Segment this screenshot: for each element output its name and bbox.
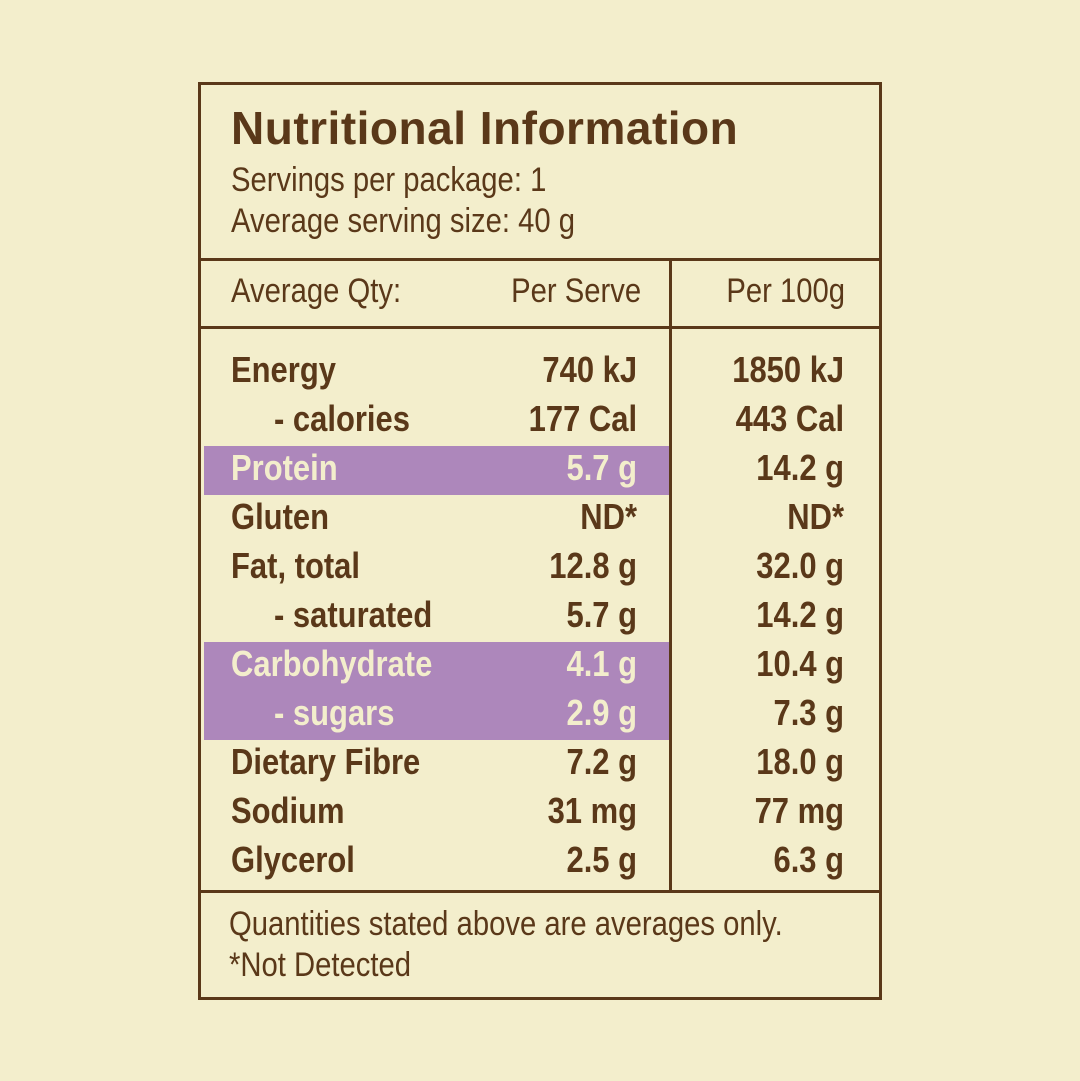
nutrient-label: Gluten	[231, 496, 330, 537]
highlight-band	[204, 691, 669, 740]
column-header-per-100g: Per 100g	[726, 272, 845, 310]
per-serve-value: 31 mg	[547, 790, 637, 831]
nutrient-label: - calories	[274, 398, 410, 439]
table-row: Carbohydrate 4.1 g 10.4 g	[201, 641, 879, 691]
per-serve-value: 7.2 g	[566, 741, 637, 782]
table-row: Energy 740 kJ 1850 kJ	[201, 347, 879, 396]
per-serve-value: 177 Cal	[528, 398, 637, 439]
highlight-band	[204, 446, 669, 495]
nutrient-label: Carbohydrate	[231, 643, 433, 684]
per-serve-value: ND*	[580, 496, 637, 537]
per-100g-value: 443 Cal	[735, 398, 844, 439]
nutrient-rows: Energy 740 kJ 1850 kJ - calories 177 Cal 443 …	[201, 347, 879, 886]
per-serve-value: 5.7 g	[566, 594, 637, 635]
nutrient-label: - saturated	[274, 594, 433, 635]
per-serve-value: 2.5 g	[566, 839, 637, 880]
nutrient-label: Protein	[231, 447, 338, 488]
highlight-band	[204, 642, 669, 691]
per-100g-value: 18.0 g	[756, 741, 844, 782]
column-header-label: Average Qty:	[231, 272, 402, 310]
per-serve-value: 2.9 g	[566, 692, 637, 733]
nutrient-label: Dietary Fibre	[231, 741, 421, 782]
per-100g-value: 10.4 g	[756, 643, 844, 684]
nutrient-label: - sugars	[274, 692, 395, 733]
per-serve-value: 740 kJ	[542, 349, 637, 390]
per-100g-value: 14.2 g	[756, 594, 844, 635]
nutrient-label: Fat, total	[231, 545, 360, 586]
nutrient-label: Glycerol	[231, 839, 355, 880]
column-divider	[669, 258, 672, 890]
table-row: Dietary Fibre 7.2 g 18.0 g	[201, 739, 879, 788]
nutrition-panel: Nutritional Information Servings per pac…	[198, 82, 882, 1000]
column-header-per-serve: Per Serve	[510, 272, 641, 310]
per-serve-value: 5.7 g	[566, 447, 637, 488]
table-row: Gluten ND* ND*	[201, 494, 879, 543]
table-row: Fat, total 12.8 g 32.0 g	[201, 543, 879, 592]
panel-title: Nutritional Information	[231, 102, 739, 154]
per-100g-value: 14.2 g	[756, 447, 844, 488]
table-row: Protein 5.7 g 14.2 g	[201, 445, 879, 495]
panel-header: Nutritional Information Servings per pac…	[201, 85, 879, 261]
table-row: - sugars 2.9 g 7.3 g	[201, 690, 879, 740]
table-row: Sodium 31 mg 77 mg	[201, 788, 879, 837]
panel-footer: Quantities stated above are averages onl…	[201, 890, 879, 1000]
per-100g-value: ND*	[787, 496, 844, 537]
servings-per-package: Servings per package: 1	[231, 161, 547, 199]
per-100g-value: 32.0 g	[756, 545, 844, 586]
table-row: - saturated 5.7 g 14.2 g	[201, 592, 879, 641]
not-detected-footnote: *Not Detected	[229, 946, 412, 984]
nutrient-label: Energy	[231, 349, 336, 390]
average-serving-size: Average serving size: 40 g	[231, 202, 576, 240]
column-header-row: Average Qty: Per Serve Per 100g	[201, 258, 879, 329]
per-100g-value: 7.3 g	[773, 692, 844, 733]
per-serve-value: 4.1 g	[566, 643, 637, 684]
per-serve-value: 12.8 g	[549, 545, 637, 586]
table-row: Glycerol 2.5 g 6.3 g	[201, 837, 879, 886]
averages-note: Quantities stated above are averages onl…	[229, 905, 783, 943]
table-row: - calories 177 Cal 443 Cal	[201, 396, 879, 445]
per-100g-value: 77 mg	[754, 790, 844, 831]
per-100g-value: 6.3 g	[773, 839, 844, 880]
per-100g-value: 1850 kJ	[732, 349, 844, 390]
nutrient-label: Sodium	[231, 790, 345, 831]
